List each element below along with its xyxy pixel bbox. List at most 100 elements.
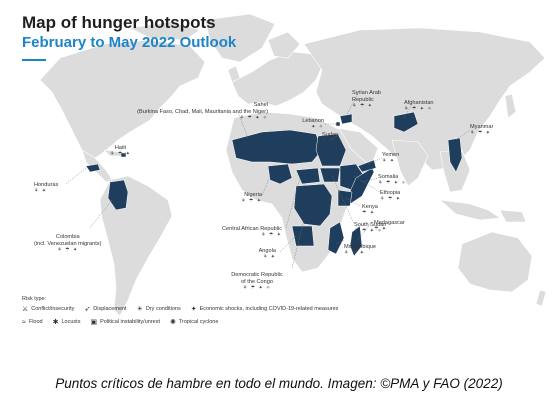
leader-syria xyxy=(345,89,361,117)
leader-colombia xyxy=(89,199,113,229)
madagascar-risk-icons: ☂ ✦ xyxy=(374,226,388,233)
risk-legend: Risk type: ⚔ Conflict/insecurity ➶ Displ… xyxy=(22,296,338,331)
label-honduras: Honduras ⚘ ✦ xyxy=(34,182,59,195)
nigeria-risk-icons: ⚘ ☂ ✦ xyxy=(241,198,262,205)
legend-item-economic-shocks: ✦ Economic shocks, including COVID-19-re… xyxy=(190,306,339,313)
ethiopia-risk-icons: ⚘ ☂ ✦ xyxy=(380,196,401,203)
flood-icon: ≈ xyxy=(22,318,26,326)
map-subtitle: February to May 2022 Outlook xyxy=(22,34,237,51)
label-yemen: Yemen ⚘ ✦ xyxy=(382,152,400,165)
europe-shape xyxy=(231,51,323,107)
political-instability-icon: ▣ xyxy=(90,319,98,326)
leader-haiti xyxy=(123,151,127,156)
haiti-risk-icons: ⚘ ☂ ✦ xyxy=(110,151,131,158)
leader-drc xyxy=(291,219,305,269)
dry-conditions-icon: ☀ xyxy=(136,306,143,313)
india-shape xyxy=(391,139,429,187)
sahel-risk-icons: ⚘ ☂ ✦ ✧ xyxy=(239,115,268,122)
label-sahel: Sahel (Burkina Faso, Chad, Mali, Maurita… xyxy=(120,96,268,128)
lebanon-risk-icons: ✦ ✧ xyxy=(311,124,324,131)
afghanistan-risk-icons: ⚘ ☂ ✦ ✧ xyxy=(404,106,433,113)
yemen-risk-icons: ⚘ ✦ xyxy=(382,158,396,165)
leader-sudan xyxy=(329,133,341,141)
label-nigeria: Nigeria ⚘ ☂ ✦ xyxy=(212,192,262,205)
new-zealand-shape xyxy=(535,289,547,307)
sudan-risk-icons: ⚘ ☂ ✦ xyxy=(322,138,343,145)
label-colombia: Colombia (incl. Venezuelan migrants) ⚘ ☂… xyxy=(34,234,102,254)
hotspot-syria xyxy=(339,113,353,125)
indochina-shape xyxy=(439,149,471,193)
legend-item-tropical-cyclone: ✺ Tropical cyclone xyxy=(170,319,219,326)
myanmar-risk-icons: ⚘ ☂ ✦ xyxy=(470,130,491,137)
leader-car xyxy=(285,177,301,229)
label-kenya: Kenya ☂ ✦ xyxy=(362,204,378,217)
hotspot-kenya xyxy=(337,189,353,207)
indonesia-shape xyxy=(439,199,501,221)
hotspot-car xyxy=(295,167,321,185)
leader-mozambique xyxy=(335,239,345,245)
mozambique-risk-icons: ⚘ ☂ ✦ xyxy=(344,250,365,257)
legend-item-conflict: ⚔ Conflict/insecurity xyxy=(22,306,75,313)
label-drc: Democratic Republic of the Congo ⚘ ☂ ✦ ✧ xyxy=(222,266,292,298)
legend-item-political-instability: ▣ Political instability/unrest xyxy=(90,319,160,326)
japan-shape xyxy=(504,93,517,119)
label-afghanistan: Afghanistan ⚘ ☂ ✦ ✧ xyxy=(404,100,434,113)
hotspot-mozambique xyxy=(327,221,345,255)
hotspot-madagascar xyxy=(349,225,363,257)
greenland-shape xyxy=(204,13,276,63)
hotspot-sahel xyxy=(231,129,323,165)
label-ethiopia: Ethiopia ⚘ ☂ ✦ xyxy=(380,190,401,203)
label-car: Central African Republic ⚘ ☂ ✦ xyxy=(200,226,282,239)
label-haiti: Haiti ⚘ ☂ ✦ xyxy=(110,145,131,158)
legend-item-flood: ≈ Flood xyxy=(22,318,43,326)
hotspot-south-sudan xyxy=(319,167,341,183)
angola-risk-icons: ⚘ ✦ xyxy=(262,254,276,261)
leader-myanmar xyxy=(455,129,471,141)
colombia-risk-icons: ⚘ ☂ ✦ xyxy=(57,247,79,254)
south-sudan-risk-icons: ⚘ ☂ ✦ ✧ xyxy=(354,228,383,235)
hotspot-layer xyxy=(85,111,463,257)
label-sudan: Sudan ⚘ ☂ ✦ xyxy=(322,132,343,145)
new-guinea-shape xyxy=(499,209,527,223)
legend-item-dry-conditions: ☀ Dry conditions xyxy=(136,306,181,313)
legend-row-1: ⚔ Conflict/insecurity ➶ Displacement ☀ D… xyxy=(22,305,338,313)
leader-ethiopia xyxy=(353,175,381,193)
map-title: Map of hunger hotspots xyxy=(22,13,216,32)
conflict-icon: ⚔ xyxy=(22,306,29,313)
hotspot-angola xyxy=(291,225,315,247)
label-syria: Syrian Arab Republic ⚘ ☂ ✦ xyxy=(352,90,381,110)
label-south-sudan: South Sudan ⚘ ☂ ✦ ✧ xyxy=(354,222,387,235)
legend-row-2: ≈ Flood ✱ Locusts ▣ Political instabilit… xyxy=(22,318,338,327)
honduras-risk-icons: ⚘ ✦ xyxy=(34,188,48,195)
label-madagascar: Madagascar ☂ ✦ xyxy=(374,220,405,233)
hotspot-honduras xyxy=(85,163,101,173)
legend-title: Risk type: xyxy=(22,296,47,302)
somalia-risk-icons: ⚘ ☂ ✦ ✧ xyxy=(378,180,407,187)
leader-afghanistan xyxy=(403,103,413,119)
legend-item-displacement: ➶ Displacement xyxy=(84,306,127,313)
leader-somalia xyxy=(361,177,379,183)
hotspot-haiti xyxy=(120,152,127,158)
displacement-icon: ➶ xyxy=(84,306,91,313)
hotspot-lebanon xyxy=(335,121,341,127)
title-rule xyxy=(22,59,46,61)
north-america-shape xyxy=(39,39,206,161)
label-myanmar: Myanmar ⚘ ☂ ✦ xyxy=(470,124,494,137)
hotspot-nigeria xyxy=(267,163,293,185)
uk-shape xyxy=(227,65,241,83)
land-layer xyxy=(39,13,547,317)
car-risk-icons: ⚘ ☂ ✦ xyxy=(261,232,282,239)
kenya-risk-icons: ☂ ✦ xyxy=(362,210,376,217)
scandinavia-shape xyxy=(267,31,301,59)
hotspot-colombia xyxy=(107,179,129,211)
tropical-cyclone-icon: ✺ xyxy=(170,319,176,326)
australia-shape xyxy=(457,231,533,293)
leader-south-sudan xyxy=(331,175,355,225)
hotspot-yemen xyxy=(357,159,377,173)
label-somalia: Somalia ⚘ ☂ ✦ ✧ xyxy=(378,174,407,187)
economic-shocks-icon: ✦ xyxy=(190,306,197,313)
image-caption: Puntos críticos de hambre en todo el mun… xyxy=(55,376,503,391)
south-america-shape xyxy=(99,175,173,317)
leader-lines xyxy=(65,89,471,269)
label-lebanon: Lebanon ✦ ✧ xyxy=(288,118,324,131)
